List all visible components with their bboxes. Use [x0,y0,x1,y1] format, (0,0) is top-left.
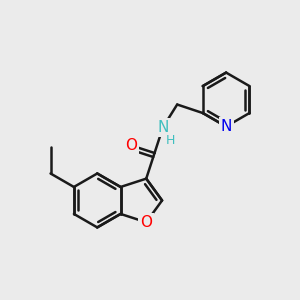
Text: O: O [140,215,152,230]
Text: N: N [157,120,169,135]
Text: N: N [220,119,232,134]
Text: H: H [166,134,175,147]
Text: O: O [125,138,137,153]
